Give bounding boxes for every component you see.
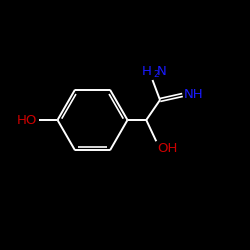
Text: H: H xyxy=(142,65,151,78)
Text: NH: NH xyxy=(184,88,204,101)
Text: OH: OH xyxy=(158,142,178,156)
Text: 2: 2 xyxy=(153,70,159,79)
Text: N: N xyxy=(157,65,166,78)
Text: HO: HO xyxy=(17,114,38,126)
